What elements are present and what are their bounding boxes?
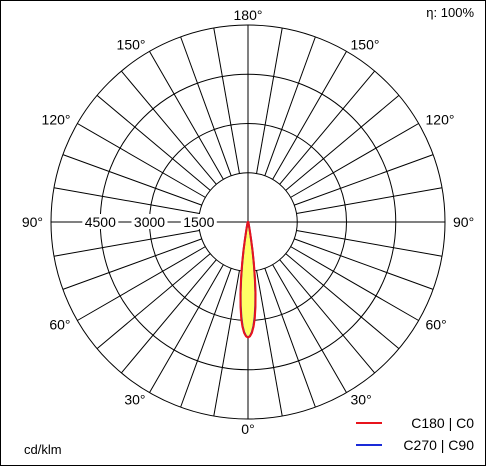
angle-label-120-left: 120° [42,112,71,128]
grid-spoke [77,246,206,321]
polar-labels: 180° 150° 150° 120° 120° 90° 90° 60° 60° 30° 30° 0°… [22,7,474,437]
grid-spoke [180,36,232,176]
grid-spoke [264,36,316,176]
grid-spoke [53,187,200,214]
tick-bg-1500 [180,214,217,229]
legend: C180 | C0 C270 | C90 [356,415,474,453]
angle-label-30-right: 30° [351,392,372,408]
grid-spoke [77,123,206,198]
tick-bg-3000 [131,214,168,229]
efficiency-label: η: 100% [426,5,474,20]
radial-tick-1500: 1500 [183,214,214,230]
angle-label-60-right: 60° [426,317,447,333]
grid-spoke [180,268,232,408]
grid-spoke [149,264,224,393]
angle-label-60-left: 60° [49,317,70,333]
grid-spoke [62,238,202,290]
grid-spoke [53,230,200,257]
angle-label-0: 0° [241,421,254,437]
grid-spoke [296,230,443,257]
grid-spoke [96,253,211,350]
intensity-curves [239,221,257,339]
radial-tick-4500: 4500 [85,214,116,230]
grid-spoke [285,94,400,191]
grid-spoke [290,123,419,198]
grid-spoke [256,27,283,174]
radial-tick-3000: 3000 [134,214,165,230]
tick-bg-4500 [82,214,119,229]
angle-label-150-right: 150° [351,37,380,53]
polar-grid [50,24,446,420]
angle-label-90-right: 90° [453,214,474,230]
unit-label: cd/klm [24,442,62,457]
grid-spoke [279,259,376,374]
grid-spoke [290,246,419,321]
grid-spoke [96,94,211,191]
grid-spoke [294,154,434,206]
grid-spoke [272,264,347,393]
grid-spoke [285,253,400,350]
legend-label-0: C180 | C0 [411,415,474,431]
angle-label-120-right: 120° [426,112,455,128]
grid-spoke [62,154,202,206]
angle-label-90-left: 90° [22,214,43,230]
grid-spoke [279,70,376,185]
grid-spoke [294,238,434,290]
grid-spoke [264,268,316,408]
grid-spoke [272,51,347,180]
grid-spoke [256,270,283,417]
grid-spoke [120,259,217,374]
legend-label-1: C270 | C90 [403,437,474,453]
grid-spoke [149,51,224,180]
curve-line-0 [239,221,257,339]
grid-spoke [296,187,443,214]
grid-spoke [213,270,240,417]
grid-spoke [120,70,217,185]
angle-label-180: 180° [234,7,263,23]
angle-label-30-left: 30° [124,392,145,408]
grid-spoke [213,27,240,174]
angle-label-150-left: 150° [117,37,146,53]
